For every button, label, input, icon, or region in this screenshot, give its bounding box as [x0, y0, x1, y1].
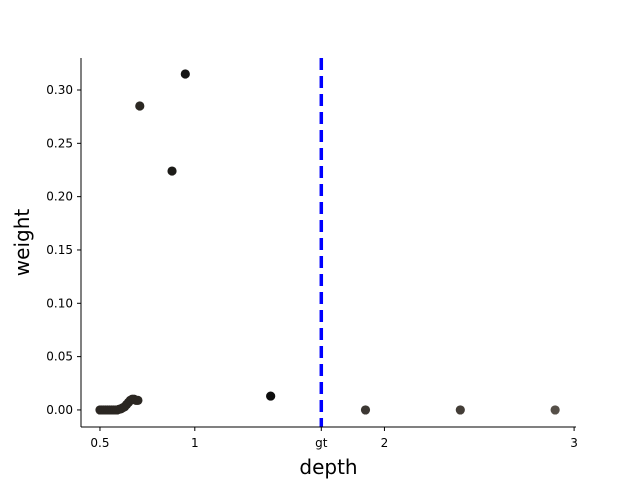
x-tick-label: 2 — [381, 436, 389, 450]
data-point — [455, 405, 465, 415]
y-tick-label: 0.05 — [46, 350, 73, 364]
data-point — [135, 101, 145, 111]
data-point — [266, 391, 276, 401]
y-tick-label: 0.20 — [46, 190, 73, 204]
y-tick-label: 0.00 — [46, 403, 73, 417]
data-point — [167, 166, 177, 176]
x-tick-label: 0.5 — [90, 436, 109, 450]
data-point — [180, 69, 190, 79]
y-tick-label: 0.10 — [46, 296, 73, 310]
x-tick-label: gt — [315, 436, 328, 450]
data-point — [550, 405, 560, 415]
data-points — [95, 69, 560, 415]
x-axis-ticks: 0.5 1 gt 2 3 — [90, 427, 578, 450]
x-axis-title: depth — [299, 455, 357, 479]
y-tick-label: 0.30 — [46, 83, 73, 97]
y-axis-ticks: 0.00 0.05 0.10 0.15 0.20 0.25 0.30 — [46, 83, 81, 417]
y-tick-label: 0.25 — [46, 136, 73, 150]
y-axis-title: weight — [10, 209, 34, 277]
data-point — [360, 405, 371, 415]
y-tick-label: 0.15 — [46, 243, 73, 257]
x-tick-label: 3 — [570, 436, 578, 450]
data-point — [133, 395, 143, 405]
x-tick-label: 1 — [191, 436, 199, 450]
